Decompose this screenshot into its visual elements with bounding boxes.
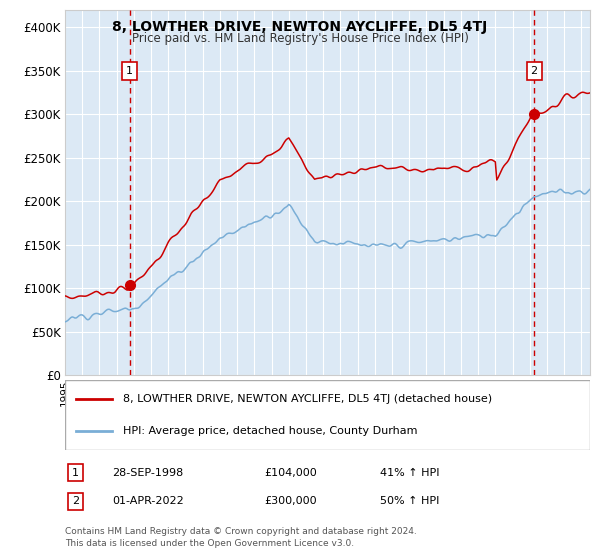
Text: 28-SEP-1998: 28-SEP-1998 xyxy=(112,468,184,478)
Text: 01-APR-2022: 01-APR-2022 xyxy=(112,496,184,506)
Text: 50% ↑ HPI: 50% ↑ HPI xyxy=(380,496,439,506)
Text: HPI: Average price, detached house, County Durham: HPI: Average price, detached house, Coun… xyxy=(123,426,417,436)
Text: 2: 2 xyxy=(530,66,538,76)
Text: £104,000: £104,000 xyxy=(265,468,317,478)
Text: 41% ↑ HPI: 41% ↑ HPI xyxy=(380,468,439,478)
Text: Contains HM Land Registry data © Crown copyright and database right 2024.
This d: Contains HM Land Registry data © Crown c… xyxy=(65,527,417,548)
Text: 1: 1 xyxy=(126,66,133,76)
Text: 2: 2 xyxy=(72,496,79,506)
Text: 1: 1 xyxy=(72,468,79,478)
Text: £300,000: £300,000 xyxy=(265,496,317,506)
Text: Price paid vs. HM Land Registry's House Price Index (HPI): Price paid vs. HM Land Registry's House … xyxy=(131,32,469,45)
Text: 8, LOWTHER DRIVE, NEWTON AYCLIFFE, DL5 4TJ (detached house): 8, LOWTHER DRIVE, NEWTON AYCLIFFE, DL5 4… xyxy=(123,394,492,404)
Text: 8, LOWTHER DRIVE, NEWTON AYCLIFFE, DL5 4TJ: 8, LOWTHER DRIVE, NEWTON AYCLIFFE, DL5 4… xyxy=(112,20,488,34)
